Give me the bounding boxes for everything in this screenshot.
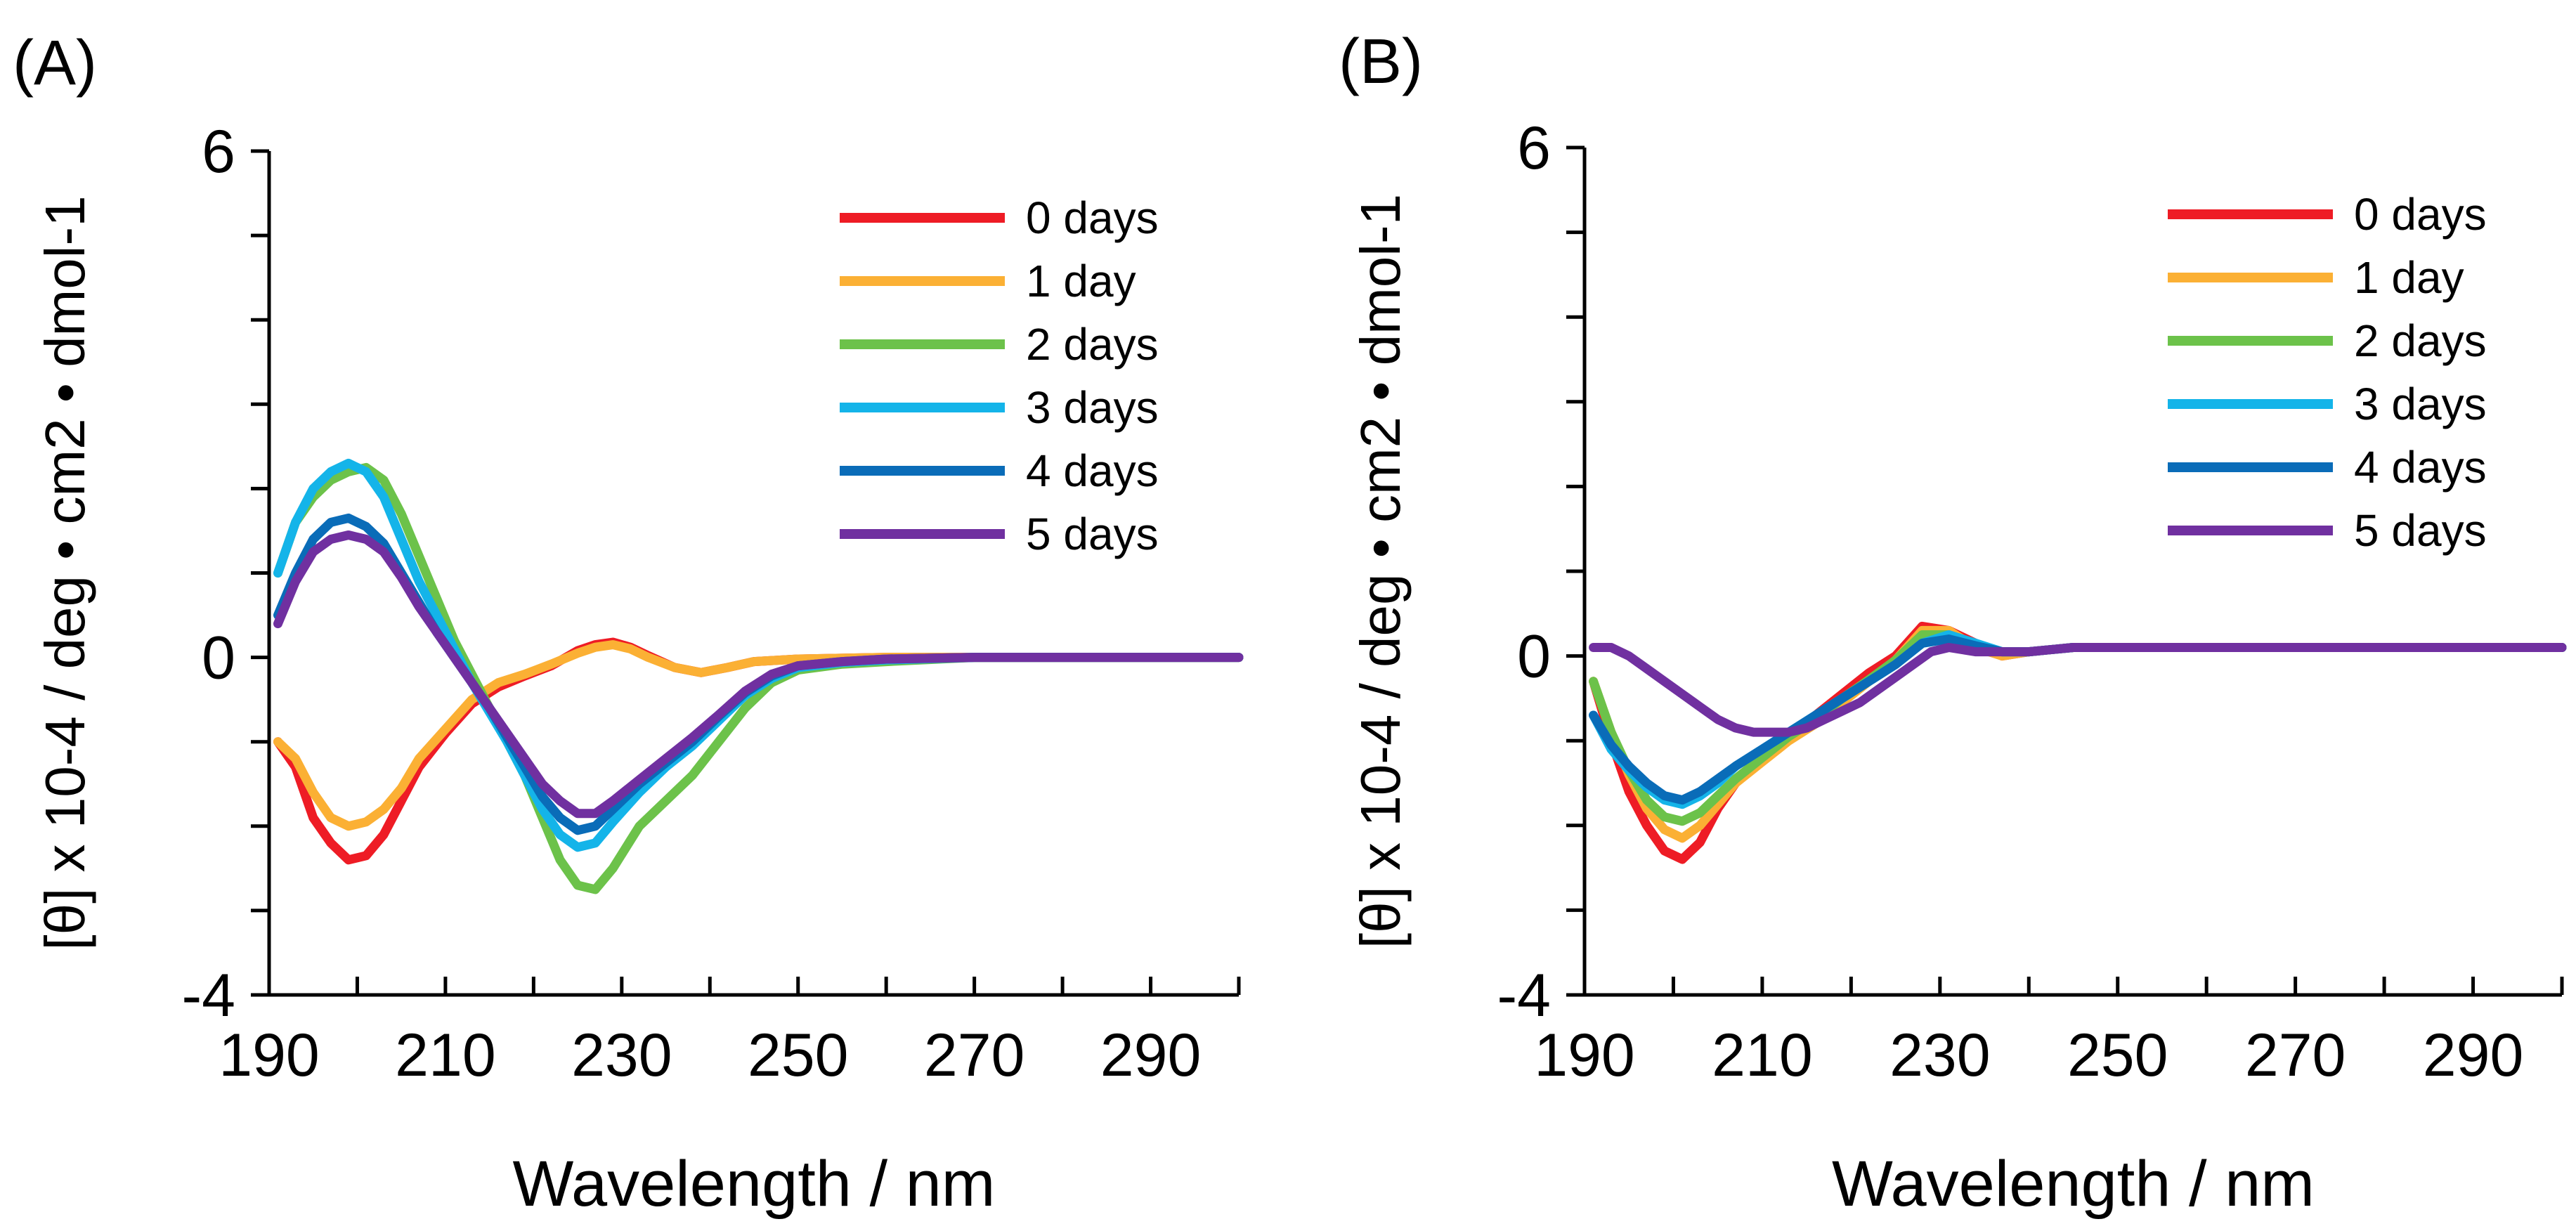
x-tick-label: 270 — [924, 1022, 1025, 1089]
x-tick-label: 290 — [1100, 1022, 1202, 1089]
x-axis-title: Wavelength / nm — [1832, 1148, 2315, 1220]
series-line-5-days — [1589, 643, 2567, 737]
x-axis-title: Wavelength / nm — [513, 1148, 996, 1220]
x-tick-label: 210 — [1712, 1022, 1813, 1089]
x-tick-label: 210 — [395, 1022, 496, 1089]
legend-label: 1 day — [2354, 252, 2464, 303]
x-tick-label: 190 — [219, 1022, 320, 1089]
y-tick-label: 6 — [1517, 115, 1551, 182]
y-tick-label: 6 — [202, 118, 235, 185]
panel-label: (A) — [13, 28, 97, 98]
legend-label: 1 day — [1026, 256, 1136, 306]
legend-label: 0 days — [2354, 189, 2487, 240]
legend-label: 4 days — [1026, 445, 1159, 496]
legend-label: 5 days — [1026, 509, 1159, 559]
series-line-1-day — [1589, 625, 2567, 843]
legend-label: 5 days — [2354, 505, 2487, 556]
y-axis-title: [θ] x 10-4 / deg • cm2 • dmol-1 — [34, 195, 96, 950]
y-tick-label: -4 — [1497, 962, 1551, 1029]
legend-label: 3 days — [1026, 382, 1159, 433]
legend-label: 0 days — [1026, 193, 1159, 243]
x-tick-label: 290 — [2423, 1022, 2524, 1089]
x-tick-label: 190 — [1534, 1022, 1635, 1089]
series-line-0-days — [1589, 621, 2567, 864]
x-tick-label: 230 — [1889, 1022, 1991, 1089]
series-line-5-days — [273, 530, 1244, 819]
panel-label: (B) — [1339, 27, 1423, 97]
legend: 0 days 1 day 2 days 3 days 4 days 5 days — [840, 193, 1159, 559]
legend-label: 2 days — [1026, 319, 1159, 370]
legend-label: 3 days — [2354, 379, 2487, 429]
x-tick-label: 270 — [2245, 1022, 2346, 1089]
x-tick-label: 250 — [748, 1022, 849, 1089]
legend-label: 4 days — [2354, 442, 2487, 493]
x-tick-label: 230 — [571, 1022, 672, 1089]
series-line-1-day — [273, 640, 1244, 831]
legend: 0 days 1 day 2 days 3 days 4 days 5 days — [2168, 189, 2487, 556]
y-axis-title: [θ] x 10-4 / deg • cm2 • dmol-1 — [1349, 194, 1412, 949]
y-tick-label: -4 — [182, 962, 235, 1029]
y-tick-label: 0 — [202, 625, 235, 692]
legend-label: 2 days — [2354, 315, 2487, 366]
y-tick-label: 0 — [1517, 623, 1551, 691]
x-tick-label: 250 — [2067, 1022, 2168, 1089]
